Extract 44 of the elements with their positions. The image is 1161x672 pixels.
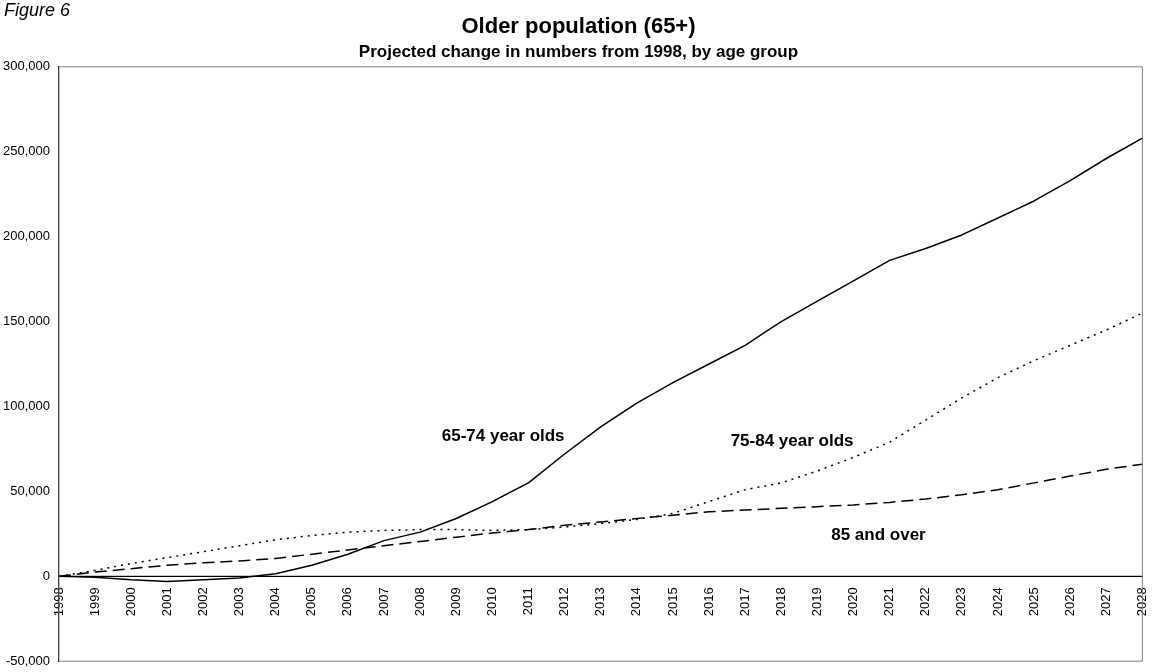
y-tick-label: 50,000 (10, 482, 50, 498)
caption: Figure 6 (4, 0, 72, 20)
x-tick-label: 2022 (917, 587, 933, 617)
y-tick-label: 200,000 (2, 228, 50, 244)
x-tick-label: 2006 (339, 587, 355, 617)
y-tick-label: 300,000 (2, 58, 50, 74)
x-tick-label: 2024 (989, 587, 1005, 617)
x-tick-label: 2010 (483, 587, 499, 617)
x-tick-label: 2003 (231, 587, 247, 617)
y-tick-label: 250,000 (2, 143, 50, 159)
series-label: 85 and over (831, 524, 927, 544)
x-tick-label: 2012 (556, 587, 572, 617)
x-tick-label: 2027 (1097, 587, 1113, 617)
x-tick-label: 2002 (195, 587, 211, 617)
x-tick-label: 2009 (447, 587, 463, 617)
x-tick-label: 2014 (628, 587, 644, 617)
x-tick-label: 2018 (772, 587, 788, 617)
x-tick-label: 2013 (592, 587, 608, 617)
y-tick-label: -50,000 (5, 652, 50, 668)
chart-subtitle: Projected change in numbers from 1998, by age group (358, 42, 799, 62)
x-tick-label: 2026 (1061, 587, 1077, 617)
y-tick-label: 100,000 (2, 398, 50, 414)
y-tick-label: 150,000 (2, 313, 50, 329)
x-tick-label: 2019 (808, 587, 824, 617)
x-tick-label: 2028 (1133, 587, 1149, 617)
series-label: 65-74 year olds (441, 425, 565, 445)
x-tick-label: 2025 (1025, 587, 1041, 617)
x-tick-label: 2021 (881, 587, 897, 617)
x-tick-label: 2004 (267, 587, 283, 617)
x-tick-label: 2001 (158, 587, 174, 617)
x-tick-label: 2007 (375, 587, 391, 617)
x-tick-label: 1999 (86, 587, 102, 617)
x-tick-label: 2000 (122, 587, 138, 617)
x-tick-label: 2005 (303, 587, 319, 617)
y-tick-label: 0 (42, 567, 50, 583)
x-tick-label: 2017 (736, 587, 752, 617)
x-tick-label: 2015 (664, 587, 680, 617)
x-tick-label: 2016 (700, 587, 716, 617)
x-tick-label: 2011 (520, 587, 536, 616)
x-tick-label: 2008 (411, 587, 427, 617)
chart-title: Older population (65+) (461, 13, 696, 39)
x-tick-label: 2023 (953, 587, 969, 617)
x-tick-label: 2020 (845, 587, 861, 617)
series-label: 75-84 year olds (730, 431, 854, 451)
